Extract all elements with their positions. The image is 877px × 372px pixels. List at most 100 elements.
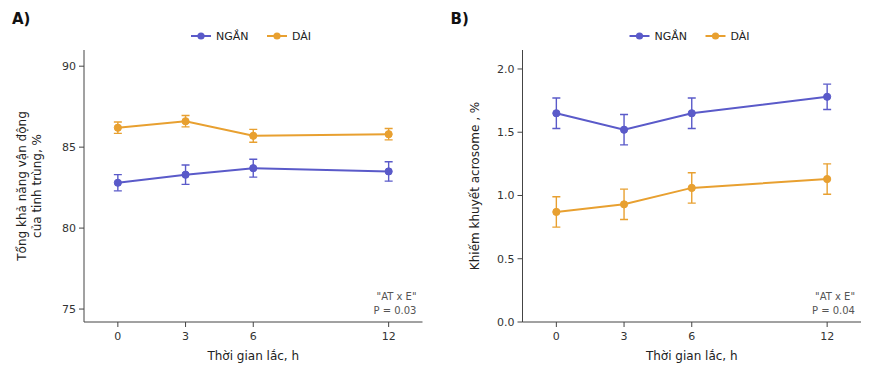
y-tick [79,309,84,310]
point [553,208,560,215]
y-tick [518,258,523,259]
x-tick-label: 12 [382,330,396,343]
error-bar-cap [552,226,560,227]
error-bar-cap [249,129,257,130]
series-line [556,97,827,130]
figure: 7580859003612Thời gian lắc, hTổng khả nă… [0,0,877,372]
x-axis-label: Thời gian lắc, h [206,349,299,363]
error-bar-cap [688,172,696,173]
x-tick-label: 12 [820,330,834,343]
y-tick [79,66,84,67]
y-axis-label-line: Tổng khả năng vận động [15,111,29,261]
error-bar-cap [688,202,696,203]
y-tick-label: 75 [62,303,76,316]
point [385,131,392,138]
error-bar-cap [385,139,393,140]
point [385,168,392,175]
y-axis-label: Tổng khả năng vận độngcủa tinh trùng, % [15,111,44,261]
legend-label: DÀI [292,30,311,43]
error-bar-cap [182,164,190,165]
point [250,132,257,139]
error-bar-cap [182,184,190,185]
error-bar-cap [182,126,190,127]
error-bar-cap [620,219,628,220]
x-tick [253,322,254,327]
x-tick-label: 3 [621,330,628,343]
point [114,124,121,131]
point [114,179,121,186]
error-bar-cap [688,97,696,98]
legend: NGẮNDÀI [630,29,750,43]
point [620,126,627,133]
y-axis-label-line: Khiếm khuyết acrosome , % [468,102,482,270]
legend: NGẮNDÀI [191,29,311,43]
error-bar-cap [823,163,831,164]
point [688,110,695,117]
y-axis-label: Khiếm khuyết acrosome , % [468,102,482,270]
x-tick-label: 6 [250,330,257,343]
error-bar [688,173,696,203]
legend-marker [273,32,280,39]
panel: 0.00.51.01.52.003612Thời gian lắc, hKhiế… [451,10,862,363]
error-bar [114,122,122,133]
y-tick-label: 90 [62,60,76,73]
y-tick-label: 0.0 [497,316,515,329]
x-tick-label: 3 [182,330,189,343]
error-bar-cap [249,159,257,160]
error-bar-cap [688,128,696,129]
error-bar [182,116,190,127]
annotation: "AT x E" [815,291,855,302]
error-bar-cap [823,194,831,195]
point [688,184,695,191]
point [250,165,257,172]
point [824,175,831,182]
x-tick [185,322,186,327]
error-bar-cap [620,188,628,189]
legend-marker [636,32,643,39]
point [824,93,831,100]
y-axis-line [522,50,523,322]
error-bar-cap [182,115,190,116]
y-tick [518,322,523,323]
panel: 7580859003612Thời gian lắc, hTổng khả nă… [12,10,423,363]
error-bar-cap [552,128,560,129]
error-bar-cap [249,176,257,177]
error-bar [620,115,628,145]
error-bar [182,165,190,184]
y-tick-label: 2.0 [497,63,515,76]
x-tick [691,322,692,327]
y-tick-label: 1.0 [497,189,515,202]
legend-marker [197,32,204,39]
point [553,110,560,117]
error-bar-cap [114,133,122,134]
legend-marker [712,32,719,39]
error-bar [114,175,122,191]
x-tick [117,322,118,327]
x-tick-label: 0 [553,330,560,343]
error-bar-cap [385,128,393,129]
error-bar-cap [552,196,560,197]
error-bar [385,162,393,181]
error-bar-cap [823,109,831,110]
plot-area [552,84,831,227]
error-bar-cap [823,83,831,84]
annotation: P = 0.03 [373,305,416,316]
y-tick [518,68,523,69]
y-tick-label: 80 [62,222,76,235]
error-bar [385,129,393,140]
y-tick [79,147,84,148]
error-bar-cap [249,142,257,143]
error-bar-cap [385,180,393,181]
error-bar [249,129,257,142]
panel-title: B) [451,10,469,28]
panel-title: A) [12,10,30,28]
error-bar [552,98,560,128]
y-tick-label: 0.5 [497,253,515,266]
x-tick [827,322,828,327]
point [182,118,189,125]
y-axis-label-line: của tinh trùng, % [30,134,44,238]
error-bar [620,189,628,219]
plot-area [114,116,393,191]
x-tick [624,322,625,327]
error-bar-cap [114,121,122,122]
